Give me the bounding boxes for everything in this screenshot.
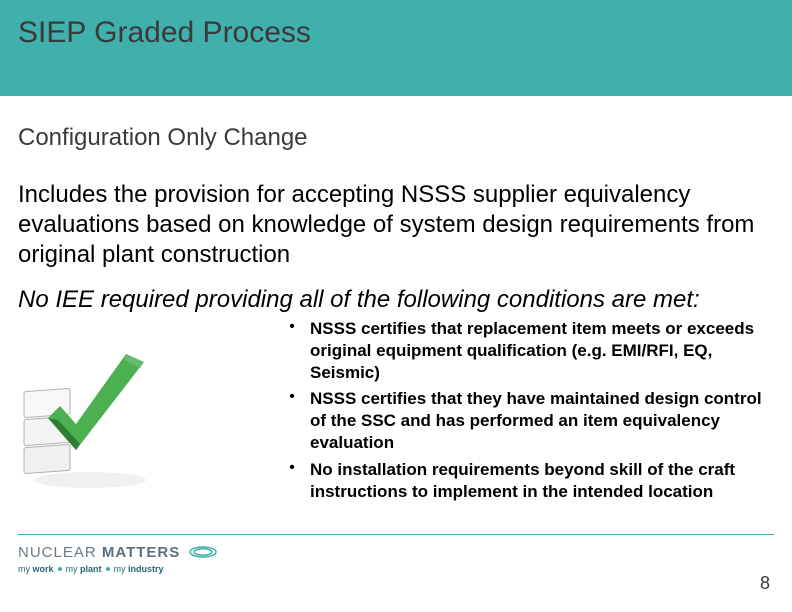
tagline-part: my industry xyxy=(114,564,164,574)
slide: SIEP Graded Process Configuration Only C… xyxy=(0,0,792,612)
section-title: Configuration Only Change xyxy=(18,124,308,152)
conditions-list: • NSSS certifies that replacement item m… xyxy=(274,318,764,507)
logo-tagline: my work my plant my industry xyxy=(18,564,228,574)
logo-word-2: MATTERS xyxy=(102,544,180,561)
dot-icon xyxy=(58,567,62,571)
bullet-item: • NSSS certifies that replacement item m… xyxy=(274,318,764,384)
page-number: 8 xyxy=(760,573,770,594)
bullet-marker: • xyxy=(274,459,310,503)
dot-icon xyxy=(106,567,110,571)
bullet-text: NSSS certifies that replacement item mee… xyxy=(310,318,764,384)
footer-divider xyxy=(18,534,774,535)
tagline-part: my work xyxy=(18,564,54,574)
bullet-marker: • xyxy=(274,388,310,454)
logo-text: NUCLEAR MATTERS xyxy=(18,544,180,561)
swirl-icon xyxy=(188,542,218,562)
slide-title: SIEP Graded Process xyxy=(18,16,311,50)
bullet-item: • No installation requirements beyond sk… xyxy=(274,459,764,503)
bullet-text: NSSS certifies that they have maintained… xyxy=(310,388,764,454)
logo-word-1: NUCLEAR xyxy=(18,544,97,561)
body-paragraph-2: No IEE required providing all of the fol… xyxy=(18,285,758,315)
bullet-marker: • xyxy=(274,318,310,384)
bullet-item: • NSSS certifies that they have maintain… xyxy=(274,388,764,454)
footer-logo: NUCLEAR MATTERS my work my plant my indu… xyxy=(18,542,228,574)
bullet-text: No installation requirements beyond skil… xyxy=(310,459,764,503)
tagline-part: my plant xyxy=(66,564,102,574)
body-paragraph-1: Includes the provision for accepting NSS… xyxy=(18,180,758,270)
logo-main: NUCLEAR MATTERS xyxy=(18,542,228,562)
checklist-image xyxy=(18,350,168,495)
